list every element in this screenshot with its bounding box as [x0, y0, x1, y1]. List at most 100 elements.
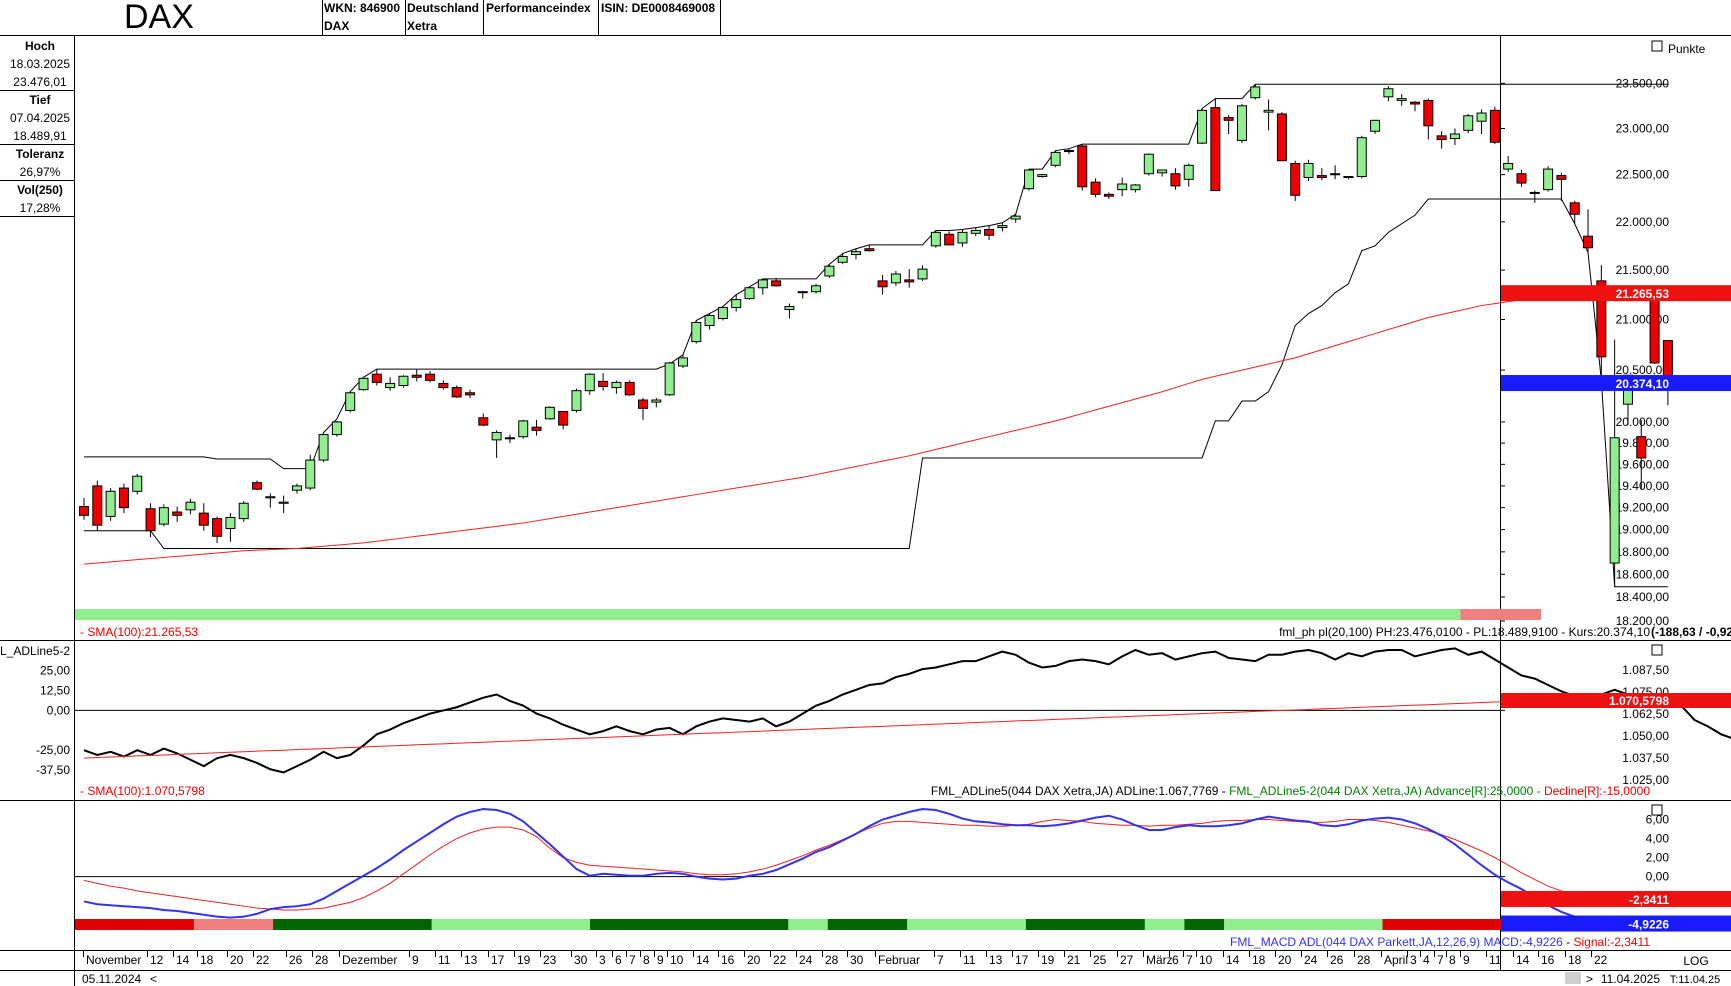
scale-mode-label[interactable]: LOG [1683, 954, 1708, 968]
macd-signal-line [83, 819, 1589, 911]
candle-body [385, 382, 396, 389]
candle-body [145, 508, 156, 532]
candle-body [691, 322, 702, 343]
candle-body [1210, 107, 1221, 192]
macd-regime-segment [1461, 919, 1502, 930]
candle-body [438, 382, 449, 389]
adline-tick-label: 25,00 [40, 664, 70, 678]
candle-body [305, 459, 316, 489]
macd-line [83, 808, 1615, 927]
macd-regime-segment [590, 919, 631, 930]
candle-body [1383, 88, 1394, 98]
x-tick-label: 4 [1423, 953, 1430, 967]
candle-body [118, 487, 129, 509]
price-footer-right: fml_ph pl(20,100) PH:23.476,0100 - PL:18… [1279, 625, 1650, 639]
candle-body [611, 381, 622, 389]
sidebar-value: 18.03.2025 [10, 57, 70, 71]
scroll-thumb[interactable] [1565, 972, 1581, 984]
macd-regime-segment [1065, 919, 1106, 930]
macd-footer-right: FML_MACD ADL(044 DAX Parkett,JA,12,26,9)… [1230, 935, 1650, 949]
sma-100-line [83, 292, 1668, 565]
candle-body [651, 399, 662, 403]
adline-tick-label: 12,50 [40, 684, 70, 698]
candle-body [132, 475, 143, 492]
candle-body [1609, 437, 1620, 564]
signal-value-label: -2,3411 [1629, 893, 1669, 907]
candle-body [1024, 169, 1035, 190]
adline-footer-part: FML_ADLine5(044 DAX Xetra,JA) ADLine:1.0… [931, 784, 1229, 798]
macd-regime-segment [788, 919, 829, 930]
candle-body [1117, 183, 1128, 191]
adline-footer-right: FML_ADLine5(044 DAX Xetra,JA) ADLine:1.0… [931, 784, 1650, 798]
adline-line [83, 647, 1731, 774]
candle-body [1516, 173, 1527, 184]
candle-body [1583, 235, 1594, 249]
x-tick-label: 8 [643, 953, 650, 967]
candle-body [1103, 193, 1114, 197]
sidebar-value: 23.476,01 [13, 75, 67, 89]
close-icon [1651, 804, 1663, 816]
x-tick-label: 20 [230, 953, 244, 967]
price-tick-label: 21.500,00 [1616, 263, 1670, 277]
price-tick-label: 18.400,00 [1616, 590, 1670, 604]
adline-tick-label: -37,50 [36, 763, 70, 777]
adline-value-tag [1501, 693, 1731, 708]
x-tick-label: 18 [1568, 953, 1582, 967]
candle-body [1157, 169, 1168, 174]
price-low-channel [84, 198, 1668, 588]
x-tick-label: 16 [721, 953, 735, 967]
scroll-right-button[interactable]: > [1586, 972, 1593, 986]
x-tick-label: 22 [773, 953, 787, 967]
adline-footer-part: Decline[R]:-15,0000 [1544, 784, 1650, 798]
x-tick-label: 3 [599, 953, 606, 967]
candle-body [584, 373, 595, 392]
candle-body [291, 485, 302, 491]
price-tick-label: 19.200,00 [1616, 501, 1670, 515]
candle-body [944, 233, 955, 246]
x-tick-label: Februar [878, 953, 920, 967]
candle-body [1543, 168, 1554, 191]
adline-right-tick-label: 1.037,50 [1622, 751, 1669, 765]
candle-body [1090, 181, 1101, 195]
price-tick-label: 18.800,00 [1616, 545, 1670, 559]
candle-body [1170, 173, 1181, 187]
x-tick-label: 6 [615, 953, 622, 967]
scroll-left-button[interactable]: < [150, 972, 157, 986]
candle-body [1077, 145, 1088, 188]
x-tick-label: 10 [670, 953, 684, 967]
candle-body [518, 420, 529, 438]
sidebar-value: 18.489,91 [13, 129, 67, 143]
macd-regime-segment [114, 919, 155, 930]
candle-body [811, 285, 822, 293]
x-tick-label: 11 [1489, 953, 1502, 967]
price-tick-label: 18.200,00 [1616, 614, 1670, 628]
candle-body [504, 437, 515, 440]
candle-body [638, 399, 649, 409]
header-bar: DAX WKN: 846900 DAX Deutschland Xetra Pe… [0, 0, 1731, 36]
candle-body [824, 265, 835, 277]
candle-body [1037, 174, 1048, 178]
index-type-label: Performanceindex [486, 1, 591, 15]
price-tick-label: 19.400,00 [1616, 479, 1670, 493]
candle-body [464, 392, 475, 396]
x-tick-label: April [1384, 953, 1408, 967]
macd-regime-segment [708, 919, 750, 930]
macd-regime-segment [986, 919, 1027, 930]
x-tick-label: 24 [799, 953, 813, 967]
candle-body [970, 229, 981, 234]
end-date-label: 11.04.2025 [1601, 972, 1660, 986]
macd-regime-segment [1184, 919, 1225, 930]
macd-regime-segment [1303, 919, 1344, 930]
x-tick-label: 27 [1120, 953, 1134, 967]
adline-title: L_ADLine5-2 [0, 644, 70, 658]
price-tick-label: 20.000,00 [1616, 415, 1670, 429]
candle-body [1223, 117, 1234, 121]
candle-body [877, 280, 888, 288]
macd-tick-label: 2,00 [1646, 851, 1670, 865]
x-tick-label: 28 [1357, 953, 1371, 967]
candle-body [105, 490, 116, 517]
trend-bar-red [1460, 609, 1541, 620]
x-tick-label: 18 [200, 953, 214, 967]
macd-regime-segment [1025, 919, 1067, 930]
